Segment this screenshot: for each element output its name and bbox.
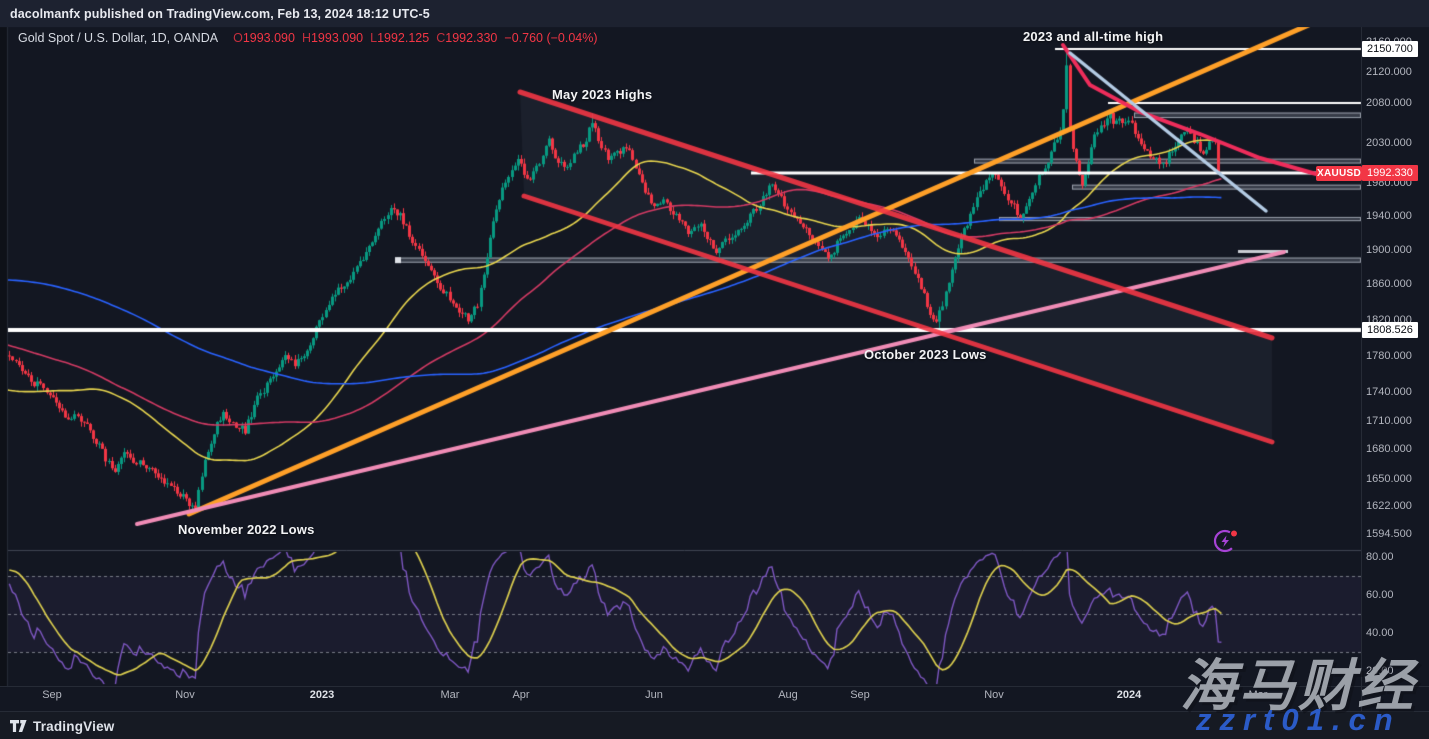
time-axis-separator — [0, 686, 1429, 687]
price-axis-label: 2030.000 — [1366, 136, 1412, 149]
ohlc-letter: O — [233, 31, 243, 45]
price-axis-label: 2120.000 — [1366, 66, 1412, 79]
symbol-title: Gold Spot / U.S. Dollar, 1D, OANDA — [18, 31, 219, 45]
price-axis-label: 2080.000 — [1366, 97, 1412, 110]
flash-circle — [1213, 529, 1237, 553]
tradingview-logo-icon[interactable] — [10, 719, 27, 733]
ohlc-letter: H — [301, 31, 311, 45]
price-axis-label: 1940.000 — [1366, 210, 1412, 223]
footer-bar: TradingView — [0, 711, 1429, 739]
symbol-price-tag: XAUUSD — [1316, 165, 1362, 181]
price-axis-label: 1860.000 — [1366, 278, 1412, 291]
time-axis-label-Sep: Sep — [850, 689, 870, 701]
flash-reaction-icon[interactable] — [1211, 526, 1241, 556]
annotation-nov-lows: November 2022 Lows — [178, 522, 315, 537]
ohlc-letter: C — [436, 31, 446, 45]
publish-header: dacolmanfx published on TradingView.com,… — [0, 0, 1429, 27]
price-axis-label: 1594.500 — [1366, 527, 1412, 540]
rsi-axis-label: 40.00 — [1366, 627, 1394, 639]
annotation-may-highs: May 2023 Highs — [552, 87, 653, 102]
price-axis-label: 1710.000 — [1366, 414, 1412, 427]
annotation-ath: 2023 and all-time high — [1023, 29, 1164, 44]
publish-info-text: dacolmanfx published on TradingView.com,… — [10, 6, 430, 21]
price-axis-label: 1650.000 — [1366, 472, 1412, 485]
time-axis-label-Mar: Mar — [1248, 689, 1268, 701]
symbol-legend[interactable]: Gold Spot / U.S. Dollar, 1D, OANDA O1993.… — [18, 31, 598, 45]
price-label-box-1992.330: 1992.330 — [1362, 164, 1418, 181]
rsi-axis-label: 80.00 — [1366, 551, 1394, 563]
time-axis-label-Nov: Nov — [984, 689, 1004, 701]
time-axis-label-Mar: Mar — [440, 689, 460, 701]
ohlc-value: 1993.090 — [242, 31, 295, 45]
time-axis-label-2023: 2023 — [309, 689, 335, 701]
time-axis-label-Jun: Jun — [645, 689, 663, 701]
price-axis-label: 1900.000 — [1366, 243, 1412, 256]
ohlc-value: 1993.090 — [310, 31, 364, 45]
ohlc-letter: L — [370, 31, 378, 45]
price-axis-label: 1622.000 — [1366, 500, 1412, 513]
annotation-oct-lows: October 2023 Lows — [864, 347, 987, 362]
time-axis-label-Aug: Aug — [778, 689, 798, 701]
time-axis-label-Nov: Nov — [175, 689, 195, 701]
lightning-bolt-icon — [1221, 535, 1229, 547]
price-label-box-1808.526: 1808.526 — [1362, 321, 1418, 338]
watermark-url: zzrt01.cn — [1196, 702, 1401, 737]
time-axis-label-Sep: Sep — [42, 689, 62, 701]
price-axis-separator — [1361, 27, 1362, 711]
rsi-axis-label: 60.00 — [1366, 589, 1394, 601]
time-axis-label-Apr: Apr — [512, 689, 530, 701]
ohlc-values: O1993.090 H1993.090 L1992.125 C1992.330 — [226, 31, 497, 45]
watermark-cjk: 海马财经 — [1180, 654, 1416, 717]
rsi-axis-label: 20.00 — [1366, 665, 1394, 677]
price-label-box-2150.700: 2150.700 — [1362, 41, 1418, 57]
price-axis-label: 1780.000 — [1366, 349, 1412, 362]
price-change: −0.760 (−0.04%) — [504, 31, 598, 45]
ohlc-value: 1992.330 — [445, 31, 498, 45]
notification-dot — [1231, 530, 1237, 537]
tradingview-brand-text[interactable]: TradingView — [33, 718, 115, 734]
ohlc-value: 1992.125 — [377, 31, 430, 45]
time-axis-label-2024: 2024 — [1116, 689, 1142, 701]
price-axis-label: 1680.000 — [1366, 443, 1412, 456]
price-axis-label: 1740.000 — [1366, 386, 1412, 399]
